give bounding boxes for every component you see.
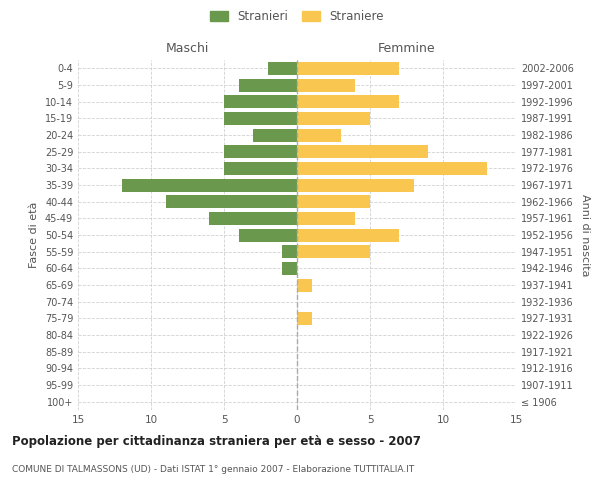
Bar <box>209 212 297 225</box>
Bar <box>224 95 297 108</box>
Text: Maschi: Maschi <box>166 42 209 55</box>
Bar <box>297 195 370 208</box>
Text: Popolazione per cittadinanza straniera per età e sesso - 2007: Popolazione per cittadinanza straniera p… <box>12 435 421 448</box>
Bar <box>297 245 370 258</box>
Bar <box>297 228 399 241</box>
Bar <box>122 178 297 192</box>
Bar <box>253 128 297 141</box>
Bar <box>297 128 341 141</box>
Bar <box>297 278 311 291</box>
Bar <box>283 262 297 275</box>
Bar <box>297 212 355 225</box>
Text: COMUNE DI TALMASSONS (UD) - Dati ISTAT 1° gennaio 2007 - Elaborazione TUTTITALIA: COMUNE DI TALMASSONS (UD) - Dati ISTAT 1… <box>12 465 414 474</box>
Bar <box>224 112 297 125</box>
Bar <box>268 62 297 75</box>
Bar <box>224 162 297 175</box>
Bar <box>297 145 428 158</box>
Bar <box>297 95 399 108</box>
Bar <box>297 62 399 75</box>
Bar <box>297 162 487 175</box>
Bar <box>297 112 370 125</box>
Legend: Stranieri, Straniere: Stranieri, Straniere <box>206 6 388 26</box>
Bar <box>166 195 297 208</box>
Y-axis label: Fasce di età: Fasce di età <box>29 202 39 268</box>
Bar <box>239 78 297 92</box>
Bar <box>283 245 297 258</box>
Bar <box>297 78 355 92</box>
Text: Femmine: Femmine <box>377 42 436 55</box>
Bar <box>297 178 414 192</box>
Bar <box>224 145 297 158</box>
Bar <box>239 228 297 241</box>
Bar <box>297 312 311 325</box>
Y-axis label: Anni di nascita: Anni di nascita <box>580 194 590 276</box>
